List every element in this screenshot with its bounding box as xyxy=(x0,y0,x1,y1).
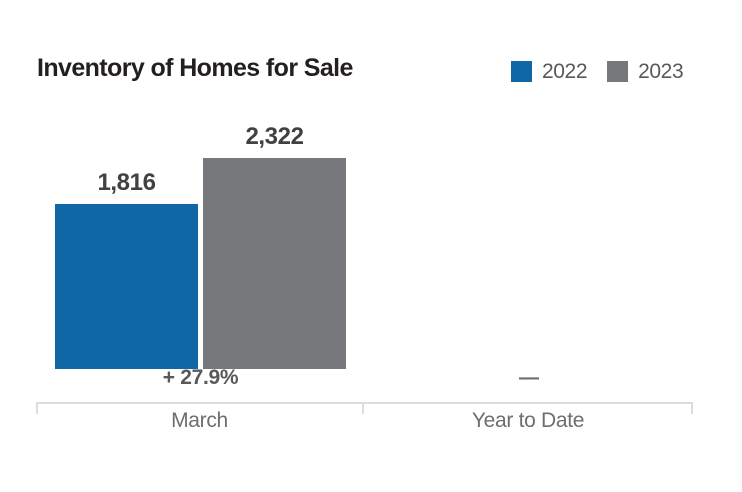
chart-legend: 2022 2023 xyxy=(511,60,684,83)
legend-swatch-2022 xyxy=(511,61,532,82)
x-axis-line xyxy=(36,402,693,404)
legend-swatch-2023 xyxy=(607,61,629,82)
category-label-march: March xyxy=(171,409,228,432)
x-axis-tick-middle xyxy=(362,402,364,414)
legend-label-2022: 2022 xyxy=(542,60,588,83)
annotation-ytd-no-data-dash: –– xyxy=(518,366,539,389)
bar-column-2022: 1,816 xyxy=(55,171,198,369)
bar-2023-march xyxy=(203,158,346,369)
category-label-year-to-date: Year to Date xyxy=(471,409,585,432)
annotation-march-percent-change: + 27.9% xyxy=(162,366,239,389)
bar-column-2023: 2,322 xyxy=(203,125,346,369)
x-axis-tick-left xyxy=(36,402,38,414)
bar-group-march: 1,816 2,322 xyxy=(55,0,346,369)
value-label-2023: 2,322 xyxy=(245,123,304,150)
x-axis-tick-right xyxy=(691,402,693,414)
value-label-2022: 1,816 xyxy=(97,169,156,196)
legend-item-2022: 2022 xyxy=(511,60,588,83)
legend-label-2023: 2023 xyxy=(638,60,684,83)
legend-item-2023: 2023 xyxy=(607,60,684,83)
chart-title: Inventory of Homes for Sale xyxy=(37,54,353,82)
bar-2022-march xyxy=(55,204,198,369)
